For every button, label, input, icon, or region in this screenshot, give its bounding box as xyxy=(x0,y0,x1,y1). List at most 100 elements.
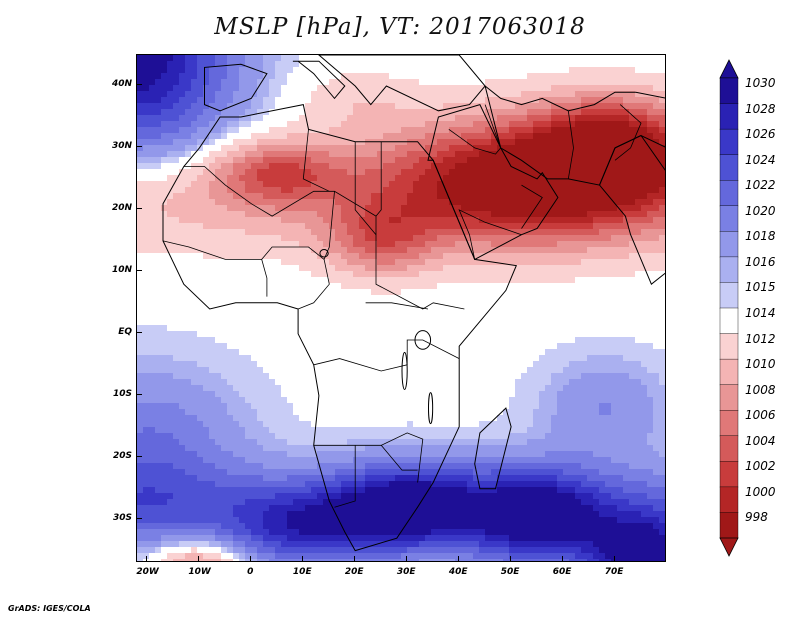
shade-cell xyxy=(635,79,642,86)
shade-cell xyxy=(485,265,492,272)
shade-cell xyxy=(509,343,516,350)
shade-cell xyxy=(305,163,312,170)
shade-cell xyxy=(269,73,276,80)
shade-cell xyxy=(377,217,384,224)
shade-cell xyxy=(329,217,336,224)
shade-cell xyxy=(311,139,318,146)
shade-cell xyxy=(293,331,300,338)
shade-cell xyxy=(617,337,624,344)
shade-cell xyxy=(149,265,156,272)
shade-cell xyxy=(509,331,516,338)
shade-cell xyxy=(443,247,450,254)
shade-cell xyxy=(203,229,210,236)
shade-cell xyxy=(221,85,228,92)
shade-cell xyxy=(239,325,246,332)
shade-cell xyxy=(437,217,444,224)
shade-cell xyxy=(245,127,252,134)
shade-cell xyxy=(311,199,318,206)
shade-cell xyxy=(161,121,168,128)
shade-cell xyxy=(275,283,282,290)
shade-cell xyxy=(155,343,162,350)
shade-cell xyxy=(143,247,150,254)
shade-cell xyxy=(305,289,312,296)
shade-cell xyxy=(461,67,468,74)
shade-cell xyxy=(659,67,665,74)
shade-cell xyxy=(461,277,468,284)
shade-cell xyxy=(311,283,318,290)
shade-cell xyxy=(287,319,294,326)
shade-cell xyxy=(629,115,636,122)
shade-cell xyxy=(557,307,564,314)
shade-cell xyxy=(149,181,156,188)
shade-cell xyxy=(437,55,444,62)
map-panel[interactable] xyxy=(136,54,666,562)
shade-cell xyxy=(305,211,312,218)
shade-cell xyxy=(443,301,450,308)
shade-cell xyxy=(173,301,180,308)
shade-cell xyxy=(413,241,420,248)
shade-cell xyxy=(443,151,450,158)
shade-cell xyxy=(617,175,624,182)
shade-cell xyxy=(563,211,570,218)
shade-cell xyxy=(395,127,402,134)
shade-cell xyxy=(569,319,576,326)
shade-cell xyxy=(149,313,156,320)
shade-cell xyxy=(329,145,336,152)
shade-cell xyxy=(359,283,366,290)
shade-cell xyxy=(647,103,654,110)
shade-cell xyxy=(605,259,612,266)
shade-cell xyxy=(611,211,618,218)
shade-cell xyxy=(371,313,378,320)
shade-cell xyxy=(173,367,180,374)
shade-cell xyxy=(455,331,462,338)
shade-cell xyxy=(167,151,174,158)
shade-cell xyxy=(557,301,564,308)
shade-cell xyxy=(209,385,216,392)
shade-cell xyxy=(173,67,180,74)
shade-cell xyxy=(479,277,486,284)
shade-cell xyxy=(527,379,534,386)
shade-cell xyxy=(329,115,336,122)
shade-cell xyxy=(563,193,570,200)
shade-cell xyxy=(419,91,426,98)
shade-cell xyxy=(305,241,312,248)
shade-cell xyxy=(329,349,336,356)
shade-cell xyxy=(587,145,594,152)
shade-cell xyxy=(599,121,606,128)
shade-cell xyxy=(449,85,456,92)
shade-cell xyxy=(155,145,162,152)
shade-cell xyxy=(605,199,612,206)
shade-cell xyxy=(185,103,192,110)
shade-cell xyxy=(485,211,492,218)
shade-cell xyxy=(479,343,486,350)
shade-cell xyxy=(395,211,402,218)
shade-cell xyxy=(443,313,450,320)
shade-cell xyxy=(251,151,258,158)
shade-cell xyxy=(299,229,306,236)
shade-cell xyxy=(251,247,258,254)
shade-cell xyxy=(203,109,210,116)
shade-cell xyxy=(665,229,666,236)
shade-cell xyxy=(407,367,414,374)
shade-cell xyxy=(563,61,570,68)
shade-cell xyxy=(425,169,432,176)
shade-cell xyxy=(347,127,354,134)
shade-cell xyxy=(521,79,528,86)
shade-cell xyxy=(563,169,570,176)
shade-cell xyxy=(227,223,234,230)
shade-cell xyxy=(425,241,432,248)
shade-cell xyxy=(527,223,534,230)
shade-cell xyxy=(371,367,378,374)
shade-cell xyxy=(413,259,420,266)
shade-cell xyxy=(461,103,468,110)
shade-cell xyxy=(197,67,204,74)
shade-cell xyxy=(569,85,576,92)
shade-cell xyxy=(305,253,312,260)
shade-cell xyxy=(563,283,570,290)
shade-cell xyxy=(455,319,462,326)
shade-cell xyxy=(257,97,264,104)
shade-cell xyxy=(353,121,360,128)
shade-cell xyxy=(581,349,588,356)
shade-cell xyxy=(419,319,426,326)
shade-cell xyxy=(353,181,360,188)
